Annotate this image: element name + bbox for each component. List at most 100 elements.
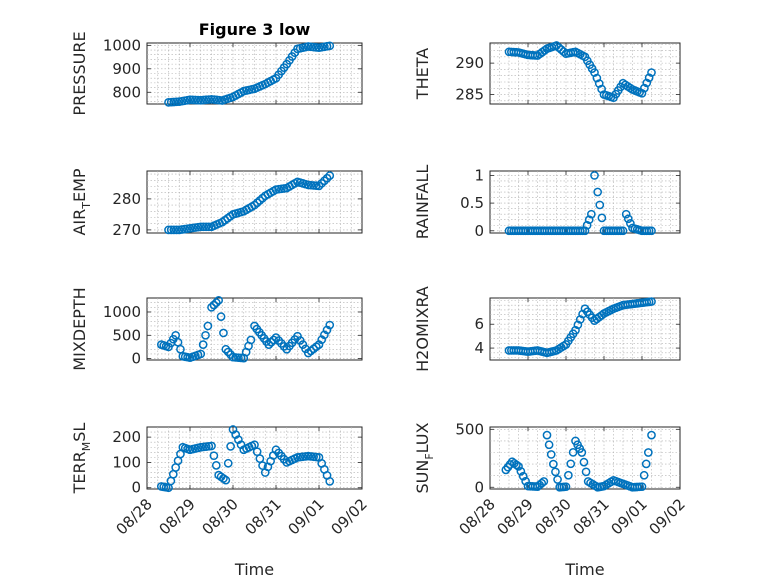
y-tick-label: 500	[455, 420, 484, 438]
data-point	[219, 328, 228, 338]
data-point	[320, 176, 329, 186]
data-point	[204, 222, 214, 232]
data-point	[325, 320, 335, 330]
y-tick-label: 280	[112, 190, 141, 208]
y-tick-label: 285	[455, 86, 484, 104]
data-point	[575, 315, 585, 324]
data-point	[211, 461, 221, 470]
data-point	[317, 178, 327, 188]
subplot-air-temp: 270 280 AIRTEMP	[70, 168, 363, 239]
data-point	[221, 344, 231, 354]
data-point	[641, 459, 651, 469]
data-point	[551, 467, 560, 477]
data-point	[193, 95, 203, 105]
x-tick-label: 09/01	[608, 495, 651, 538]
data-point	[642, 78, 652, 88]
y-axis-label: MIXDEPTH	[70, 287, 89, 370]
y-tick-label: 4	[474, 339, 484, 357]
data-point	[637, 88, 647, 98]
data-point	[518, 471, 528, 481]
data-point	[226, 442, 235, 451]
data-point	[597, 213, 607, 223]
data-point	[196, 222, 206, 232]
data-point	[512, 460, 521, 470]
subplot-mixdepth: 0 500 1000 MIXDEPTH	[70, 287, 363, 371]
data-point	[188, 95, 198, 105]
data-point	[172, 97, 181, 107]
data-point	[571, 325, 580, 335]
x-tick-label: 09/02	[646, 495, 689, 538]
y-axis-label: TERRMSL	[70, 423, 93, 495]
figure-title: Figure 3 low	[199, 20, 311, 39]
data-point	[269, 335, 278, 345]
y-axis-label: SUNFLUX	[413, 422, 436, 493]
data-point	[626, 219, 635, 228]
data-point	[246, 335, 256, 345]
x-tick-label: 08/30	[199, 495, 242, 538]
data-point	[191, 95, 200, 105]
data-point	[618, 226, 628, 236]
data-point	[593, 187, 603, 197]
data-point	[199, 222, 208, 232]
data-point	[637, 482, 647, 492]
data-point	[643, 448, 653, 457]
data-point	[573, 320, 583, 330]
data-point	[590, 171, 599, 180]
data-point	[264, 340, 274, 349]
y-axis-label: AIRTEMP	[70, 168, 93, 235]
data-point	[166, 225, 176, 235]
data-point	[166, 97, 176, 107]
data-point	[164, 98, 173, 107]
data-point	[639, 470, 649, 480]
data-point	[198, 340, 208, 349]
data-point	[221, 475, 231, 485]
subplot-h2omixra: 4 6 H2OMIXRA	[413, 286, 681, 372]
data-point	[322, 173, 332, 183]
data-point	[621, 209, 631, 219]
data-point	[325, 477, 335, 486]
data-point	[209, 300, 219, 310]
data-point	[325, 41, 335, 51]
y-tick-label: 800	[112, 83, 141, 101]
data-point	[647, 68, 656, 77]
data-point	[223, 458, 233, 468]
data-point	[577, 448, 587, 457]
data-point	[595, 200, 605, 210]
data-point	[203, 321, 213, 331]
subplot-terr-msl: 0 100 200 08/28 08/29 08/30 08/31 09/01 09/02 Tim…	[70, 423, 371, 579]
data-point	[546, 450, 556, 459]
data-point	[548, 459, 558, 469]
x-tick-label: 08/28	[113, 495, 156, 538]
x-tick-label: 08/29	[156, 495, 199, 538]
x-tick-label: 08/31	[242, 495, 285, 538]
data-point	[169, 97, 179, 107]
y-tick-label: 1000	[103, 36, 141, 54]
data-point	[568, 448, 578, 457]
data-point	[164, 225, 173, 235]
data-point	[223, 347, 233, 357]
x-axis-label: Time	[564, 560, 604, 579]
data-point	[580, 226, 590, 236]
y-tick-label: 0	[474, 478, 484, 496]
y-tick-label: 270	[112, 221, 141, 239]
y-axis-label: PRESSURE	[70, 31, 89, 115]
data-point	[216, 312, 226, 321]
data-point	[516, 466, 526, 476]
y-axis-label: RAINFALL	[413, 165, 432, 240]
data-point	[521, 476, 530, 486]
x-tick-label: 09/01	[285, 495, 328, 538]
data-point	[214, 295, 224, 305]
y-tick-label: 200	[112, 428, 141, 446]
data-point	[581, 467, 591, 477]
data-point	[207, 441, 216, 451]
data-point	[582, 220, 592, 230]
subplot-pressure: 800 900 1000 PRESSURE Figure 3 low	[70, 20, 363, 116]
data-point	[201, 330, 210, 340]
data-point	[201, 222, 211, 232]
data-point	[539, 477, 549, 486]
y-tick-label: 0.5	[460, 194, 484, 212]
data-point	[584, 215, 594, 225]
y-tick-label: 0	[474, 222, 484, 240]
data-point	[209, 451, 219, 461]
